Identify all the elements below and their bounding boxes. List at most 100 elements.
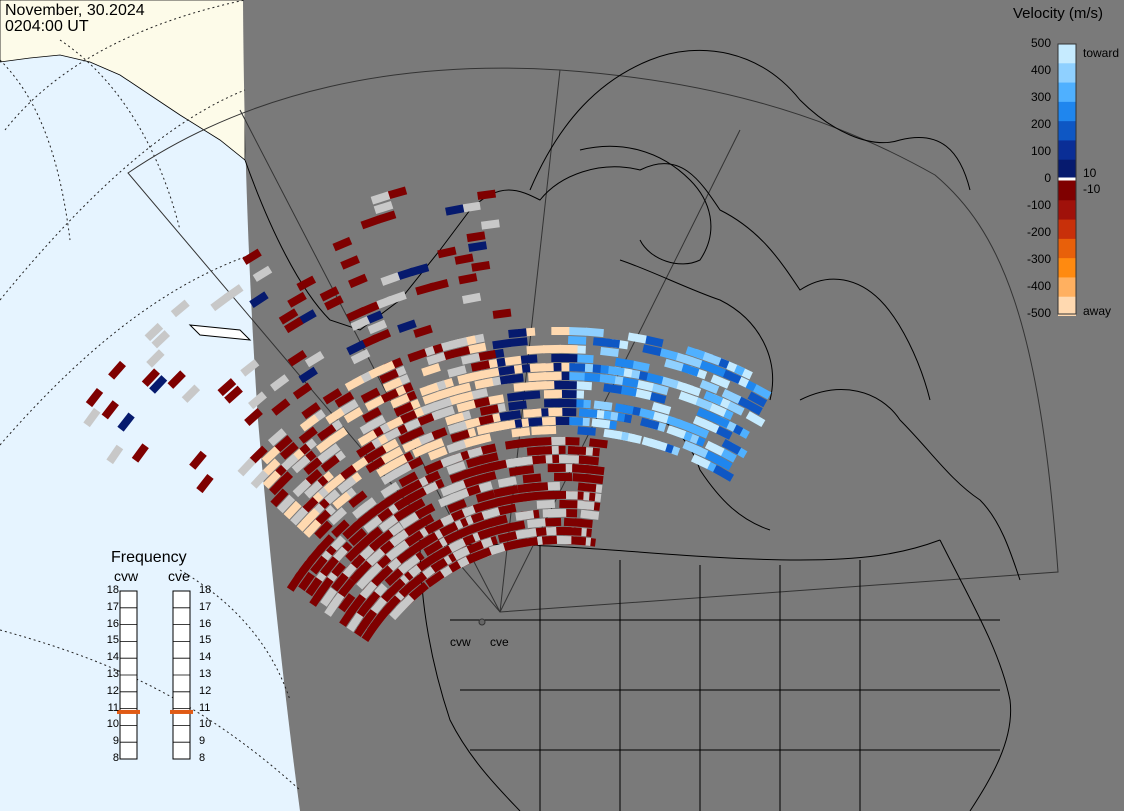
- colorbar-swatch: [1058, 199, 1076, 220]
- echo-cell: [658, 348, 679, 361]
- echo-cell: [362, 407, 382, 423]
- echo-cell: [248, 391, 267, 410]
- colorbar-tick: 100: [1030, 144, 1051, 158]
- echo-cell: [270, 374, 290, 392]
- echo-cell: [339, 607, 356, 627]
- echo-cell: [331, 572, 349, 592]
- echo-cell: [320, 587, 338, 607]
- site-cvw-marker: [478, 618, 486, 626]
- echo-cell: [605, 365, 625, 377]
- echo-cell: [404, 530, 424, 548]
- echo-cell: [131, 443, 149, 463]
- echo-cell: [85, 387, 104, 408]
- echo-cell: [603, 428, 623, 440]
- echo-cell: [710, 374, 731, 389]
- echo-cell: [483, 515, 503, 529]
- echo-cell: [492, 308, 512, 319]
- echo-cell: [299, 414, 320, 432]
- colorbar-swatch: [1058, 121, 1076, 141]
- colorbar-tick-minus10: -10: [1083, 182, 1101, 196]
- echo-cell: [380, 481, 400, 499]
- echo-cell: [352, 501, 372, 519]
- echo-cell: [398, 471, 419, 488]
- colorbar-zero: [1058, 177, 1076, 181]
- echo-cell: [563, 517, 583, 527]
- echo-cell: [446, 393, 467, 406]
- echo-cell: [581, 372, 601, 382]
- echo-cell: [320, 454, 340, 473]
- echo-cell: [304, 480, 323, 499]
- echo-cell: [83, 407, 101, 428]
- echo-cell: [580, 509, 600, 520]
- echo-cell: [566, 371, 585, 381]
- echo-cell: [745, 411, 766, 428]
- echo-cell: [474, 377, 494, 390]
- echo-cell: [189, 450, 207, 470]
- colorbar-swatch: [1058, 180, 1076, 201]
- colorbar-away-label: away: [1083, 304, 1112, 318]
- echo-cell: [303, 519, 322, 538]
- echo-cell: [348, 273, 368, 289]
- echo-cell: [492, 338, 512, 350]
- echo-cell: [146, 349, 165, 368]
- echo-cell: [273, 435, 293, 453]
- echo-cell: [666, 425, 687, 439]
- echo-cell: [651, 401, 672, 415]
- echo-cell: [237, 457, 256, 477]
- site-label-cvw: cvw: [450, 635, 471, 649]
- night-region: [243, 0, 1124, 811]
- echo-cell: [703, 390, 724, 406]
- frequency-tick: 11: [199, 701, 211, 714]
- echo-cell: [526, 345, 545, 355]
- echo-cell: [324, 295, 344, 311]
- frequency-tick: 13: [106, 668, 119, 680]
- echo-cell: [527, 363, 546, 373]
- echo-cell: [466, 455, 486, 468]
- echo-cell: [305, 577, 323, 597]
- echo-cell: [303, 457, 323, 475]
- echo-cell: [471, 260, 491, 272]
- echo-cell: [287, 350, 307, 367]
- echo-cell: [558, 407, 577, 417]
- echo-cell: [298, 366, 318, 384]
- echo-cell: [418, 402, 439, 416]
- echo-cell: [144, 322, 164, 342]
- echo-cell: [276, 494, 296, 514]
- echo-cell: [344, 375, 365, 392]
- echo-cell: [470, 396, 491, 409]
- echo-cell: [553, 535, 572, 545]
- echo-cell: [493, 486, 513, 498]
- echo-cell: [350, 316, 371, 331]
- site-label-cve: cve: [490, 635, 509, 649]
- echo-cell: [354, 617, 371, 637]
- echo-cell: [261, 446, 281, 465]
- frequency-tick: 16: [199, 617, 212, 630]
- colorbar-tick: 300: [1030, 90, 1051, 104]
- echo-cell: [559, 344, 578, 354]
- echo-cell: [452, 525, 473, 541]
- colorbar-swatch: [1058, 276, 1076, 297]
- echo-cell: [523, 408, 542, 418]
- frequency-marker-cve: [170, 709, 193, 714]
- echo-cell: [447, 498, 467, 514]
- echo-cell: [480, 367, 500, 379]
- echo-cell: [390, 393, 410, 409]
- echo-cell: [319, 286, 340, 302]
- colorbar-swatch: [1058, 296, 1076, 316]
- colorbar-swatch: [1058, 63, 1076, 84]
- echo-cell: [399, 512, 420, 529]
- echo-cell: [497, 476, 517, 488]
- colorbar-swatch: [1058, 159, 1076, 180]
- echo-cell: [468, 388, 489, 400]
- frequency-tick: 8: [112, 752, 119, 764]
- echo-cell: [297, 309, 317, 326]
- echo-cell: [659, 376, 679, 389]
- echo-cell: [509, 337, 528, 347]
- echo-cell: [426, 352, 446, 366]
- echo-cell: [533, 436, 552, 446]
- echo-cell: [467, 520, 488, 535]
- echo-cell: [356, 570, 375, 590]
- echo-cell: [551, 326, 570, 336]
- echo-cell: [379, 369, 399, 384]
- lat-lon-grid: [0, 0, 301, 791]
